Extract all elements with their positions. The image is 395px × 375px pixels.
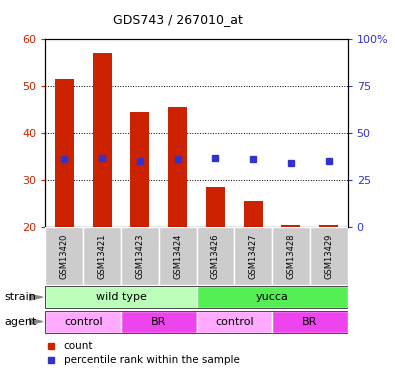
Bar bbox=[121, 227, 159, 285]
Bar bbox=[319, 225, 338, 227]
Bar bbox=[45, 310, 121, 333]
Bar bbox=[310, 227, 348, 285]
Text: control: control bbox=[64, 316, 103, 327]
Text: yucca: yucca bbox=[256, 292, 288, 302]
Text: GDS743 / 267010_at: GDS743 / 267010_at bbox=[113, 13, 243, 26]
Text: BR: BR bbox=[151, 316, 166, 327]
Bar bbox=[197, 286, 348, 308]
Text: control: control bbox=[215, 316, 254, 327]
Polygon shape bbox=[29, 318, 43, 325]
Bar bbox=[282, 225, 300, 227]
Text: percentile rank within the sample: percentile rank within the sample bbox=[64, 355, 239, 365]
Bar bbox=[168, 107, 187, 227]
Text: count: count bbox=[64, 341, 93, 351]
Bar bbox=[83, 227, 121, 285]
Text: agent: agent bbox=[4, 316, 36, 327]
Text: GSM13427: GSM13427 bbox=[249, 233, 258, 279]
Bar bbox=[244, 201, 263, 227]
Bar bbox=[159, 227, 197, 285]
Bar bbox=[272, 310, 348, 333]
Text: GSM13421: GSM13421 bbox=[98, 233, 107, 279]
Polygon shape bbox=[29, 294, 43, 300]
Bar bbox=[197, 227, 234, 285]
Text: GSM13423: GSM13423 bbox=[135, 233, 144, 279]
Bar bbox=[206, 187, 225, 227]
Bar bbox=[121, 310, 197, 333]
Text: GSM13420: GSM13420 bbox=[60, 233, 69, 279]
Text: GSM13428: GSM13428 bbox=[286, 233, 295, 279]
Bar bbox=[197, 310, 272, 333]
Text: GSM13424: GSM13424 bbox=[173, 233, 182, 279]
Bar bbox=[45, 227, 83, 285]
Bar bbox=[45, 286, 197, 308]
Text: GSM13429: GSM13429 bbox=[324, 233, 333, 279]
Bar bbox=[93, 54, 111, 227]
Bar bbox=[130, 112, 149, 227]
Text: BR: BR bbox=[302, 316, 318, 327]
Text: wild type: wild type bbox=[96, 292, 147, 302]
Bar bbox=[234, 227, 272, 285]
Text: GSM13426: GSM13426 bbox=[211, 233, 220, 279]
Text: strain: strain bbox=[4, 292, 36, 302]
Bar bbox=[55, 79, 74, 227]
Bar bbox=[272, 227, 310, 285]
